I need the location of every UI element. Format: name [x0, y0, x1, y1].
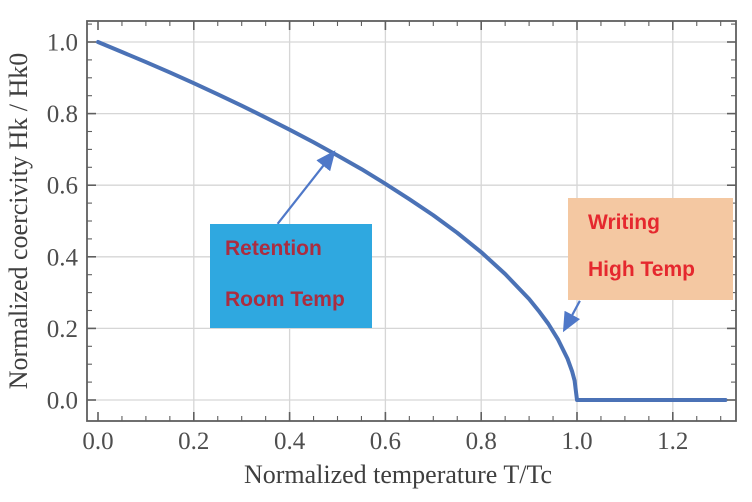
writing-arrow [562, 300, 581, 333]
x-axis-label: Normalized temperature T/Tc [244, 460, 552, 489]
y-tick-label: 0.2 [47, 316, 78, 343]
y-axis-label: Normalized coercivity Hk / Hk0 [4, 53, 33, 389]
annotation-writing-line2: High Temp [588, 258, 695, 281]
x-tick-label: 0.0 [82, 428, 113, 455]
y-tick-label: 0.4 [47, 244, 79, 271]
axis-ticks [87, 21, 736, 421]
retention-arrow [276, 150, 336, 225]
x-tick-label: 0.6 [370, 428, 401, 455]
y-tick-label: 0.6 [47, 173, 78, 200]
x-tick-label: 1.0 [561, 428, 592, 455]
tick-labels: 0.0 0.2 0.4 0.6 0.8 1.0 1.2 0.0 0.2 0.4 0.6 0.8 1.0 [47, 30, 689, 456]
x-tick-label: 1.2 [657, 428, 688, 455]
y-tick-label: 0.0 [47, 388, 78, 415]
y-tick-label: 0.8 [47, 101, 78, 128]
x-tick-label: 0.4 [274, 428, 306, 455]
annotation-retention-line1: Retention [225, 237, 322, 260]
annotation-writing-line1: Writing [588, 211, 660, 234]
x-tick-label: 0.2 [178, 428, 209, 455]
annotation-box-retention: Retention Room Temp [210, 224, 372, 328]
annotation-retention-line2: Room Temp [225, 288, 345, 311]
coercivity-curve [96, 40, 728, 402]
y-tick-label: 1.0 [47, 30, 78, 57]
x-tick-label: 0.8 [466, 428, 497, 455]
annotation-arrows [276, 150, 581, 333]
data-curve [96, 40, 728, 402]
annotation-box-writing: Writing High Temp [568, 198, 733, 300]
